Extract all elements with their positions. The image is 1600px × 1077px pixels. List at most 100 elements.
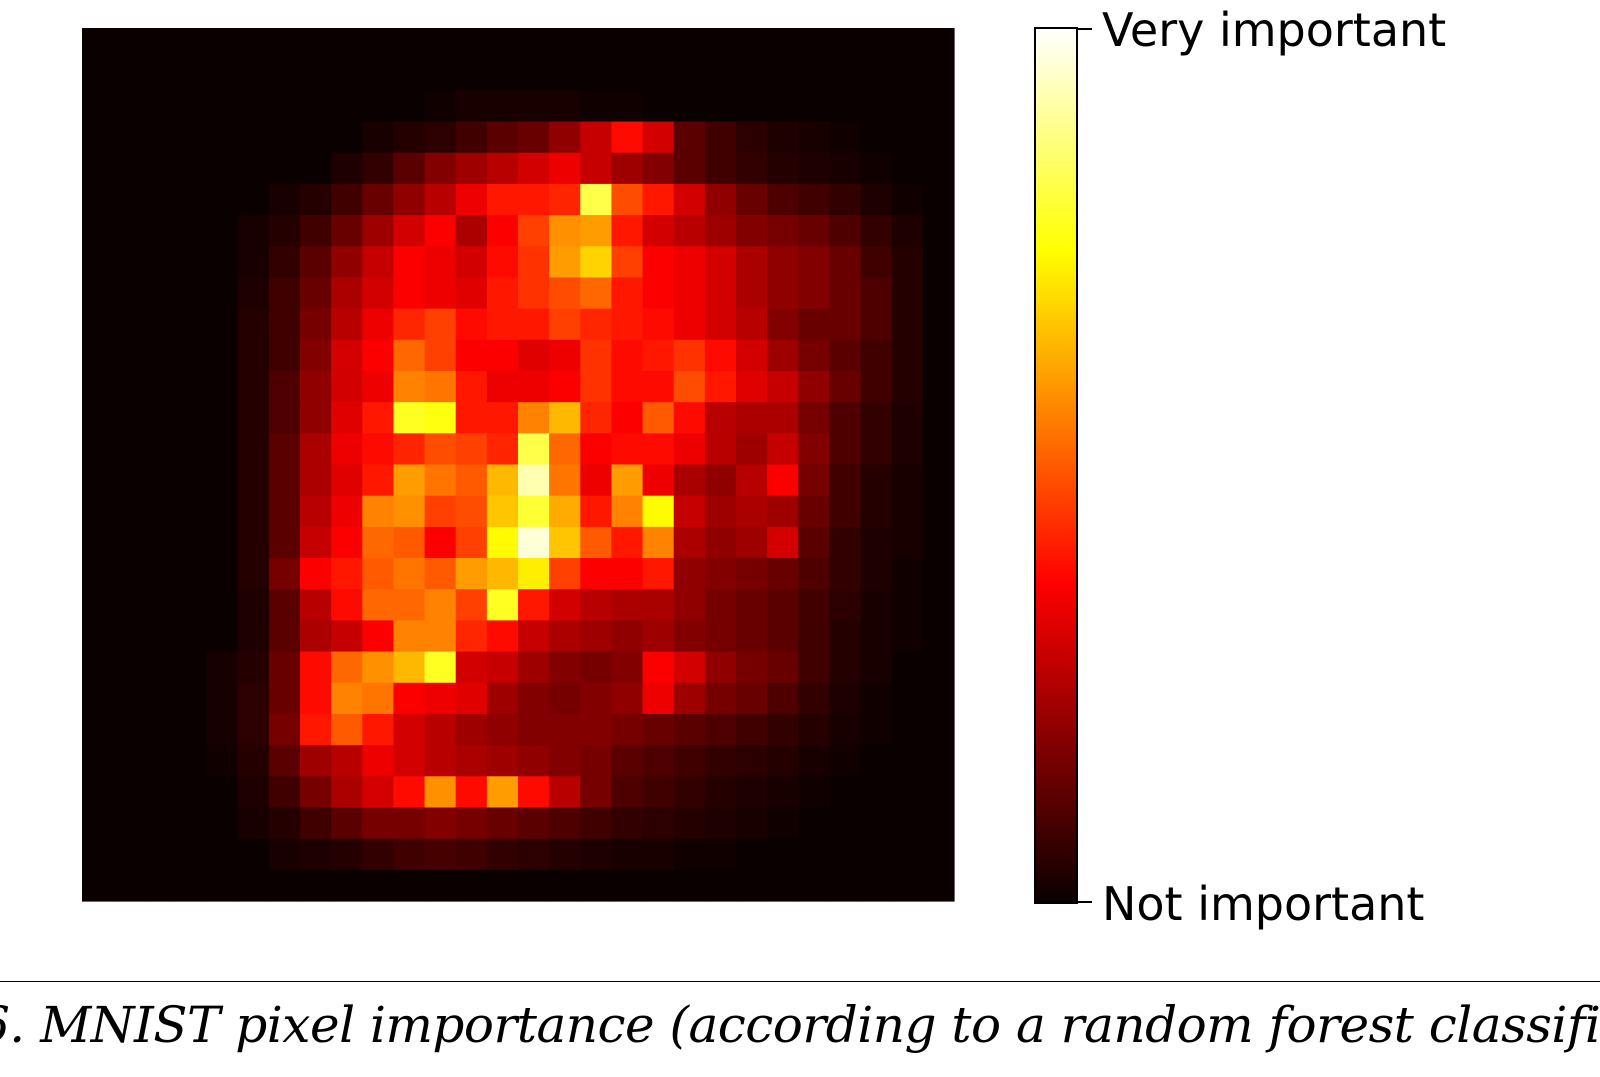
heatmap-cell xyxy=(268,682,301,715)
heatmap-cell xyxy=(486,59,519,91)
heatmap-cell xyxy=(393,526,426,559)
heatmap-cell xyxy=(642,495,675,528)
heatmap-cell xyxy=(860,402,893,434)
heatmap-cell xyxy=(331,745,363,777)
heatmap-cell xyxy=(300,433,332,466)
heatmap-cell xyxy=(891,682,924,715)
heatmap-cell xyxy=(860,495,893,528)
heatmap-cell xyxy=(144,776,177,809)
heatmap-cell xyxy=(549,558,581,590)
heatmap-cell xyxy=(518,370,550,403)
heatmap-cell xyxy=(767,713,799,746)
heatmap-cell xyxy=(642,308,675,341)
heatmap-cell xyxy=(829,464,862,497)
heatmap-cell xyxy=(237,90,270,123)
heatmap-cell xyxy=(486,308,519,341)
heatmap-cell xyxy=(673,745,706,777)
heatmap-cell xyxy=(144,558,177,590)
heatmap-cell xyxy=(362,558,395,590)
heatmap-cell xyxy=(829,620,862,653)
heatmap-cell xyxy=(891,776,924,809)
heatmap-cell xyxy=(767,589,799,621)
heatmap-cell xyxy=(673,183,706,216)
heatmap-cell xyxy=(642,277,675,310)
heatmap-cell xyxy=(518,152,550,185)
heatmap-cell xyxy=(611,838,644,871)
heatmap-cell xyxy=(891,464,924,497)
heatmap-cell xyxy=(642,869,675,902)
heatmap-cell xyxy=(642,339,675,372)
heatmap-cell xyxy=(268,152,301,185)
heatmap-cell xyxy=(82,246,114,279)
heatmap-cell xyxy=(736,402,768,434)
heatmap-cell xyxy=(518,620,550,653)
heatmap-cell xyxy=(704,495,737,528)
heatmap-cell xyxy=(175,308,208,341)
heatmap-cell xyxy=(175,402,208,434)
heatmap-cell xyxy=(424,745,457,777)
heatmap-cell xyxy=(144,620,177,653)
heatmap-cell xyxy=(144,339,177,372)
heatmap-cell xyxy=(113,838,145,871)
heatmap-cell xyxy=(455,308,488,341)
heatmap-cell xyxy=(736,776,768,809)
heatmap-cell xyxy=(704,121,737,154)
heatmap-cell xyxy=(549,682,581,715)
heatmap-cell xyxy=(767,339,799,372)
heatmap-cell xyxy=(860,558,893,590)
heatmap-cell xyxy=(518,589,550,621)
heatmap-cell xyxy=(673,90,706,123)
heatmap-cell xyxy=(673,620,706,653)
heatmap-cell xyxy=(549,745,581,777)
heatmap-cell xyxy=(736,838,768,871)
heatmap-cell xyxy=(455,215,488,247)
heatmap-cell xyxy=(268,121,301,154)
heatmap-cell xyxy=(268,183,301,216)
heatmap-cell xyxy=(673,277,706,310)
heatmap-cell xyxy=(175,339,208,372)
heatmap-cell xyxy=(175,589,208,621)
heatmap-cell xyxy=(206,402,239,434)
heatmap-cell xyxy=(518,776,550,809)
heatmap-cell xyxy=(673,869,706,902)
heatmap-cell xyxy=(673,59,706,91)
heatmap-cell xyxy=(767,277,799,310)
heatmap-cell xyxy=(82,308,114,341)
heatmap-cell xyxy=(268,589,301,621)
heatmap-cell xyxy=(611,869,644,902)
heatmap-cell xyxy=(767,838,799,871)
heatmap-cell xyxy=(206,277,239,310)
heatmap-cell xyxy=(767,152,799,185)
heatmap-cell xyxy=(891,869,924,902)
heatmap-cell xyxy=(673,339,706,372)
heatmap-cell xyxy=(175,745,208,777)
heatmap-cell xyxy=(424,807,457,840)
heatmap-cell xyxy=(860,464,893,497)
heatmap-cell xyxy=(736,370,768,403)
heatmap-plot xyxy=(82,28,955,902)
heatmap-cell xyxy=(455,152,488,185)
heatmap-cell xyxy=(549,183,581,216)
heatmap-cell xyxy=(518,183,550,216)
heatmap-cell xyxy=(767,215,799,247)
heatmap-cell xyxy=(144,745,177,777)
heatmap-cell xyxy=(704,682,737,715)
heatmap-cell xyxy=(300,589,332,621)
heatmap-cell xyxy=(237,339,270,372)
heatmap-cell xyxy=(611,620,644,653)
heatmap-cell xyxy=(331,277,363,310)
heatmap-cell xyxy=(798,215,831,247)
heatmap-cell xyxy=(829,713,862,746)
heatmap-cell xyxy=(767,308,799,341)
heatmap-cell xyxy=(798,183,831,216)
heatmap-cell xyxy=(268,402,301,434)
heatmap-cell xyxy=(860,745,893,777)
heatmap-cell xyxy=(393,59,426,91)
heatmap-cell xyxy=(829,370,862,403)
heatmap-cell xyxy=(829,776,862,809)
heatmap-cell xyxy=(549,215,581,247)
heatmap-cell xyxy=(549,339,581,372)
heatmap-cell xyxy=(704,464,737,497)
heatmap-cell xyxy=(237,558,270,590)
heatmap-cell xyxy=(113,558,145,590)
